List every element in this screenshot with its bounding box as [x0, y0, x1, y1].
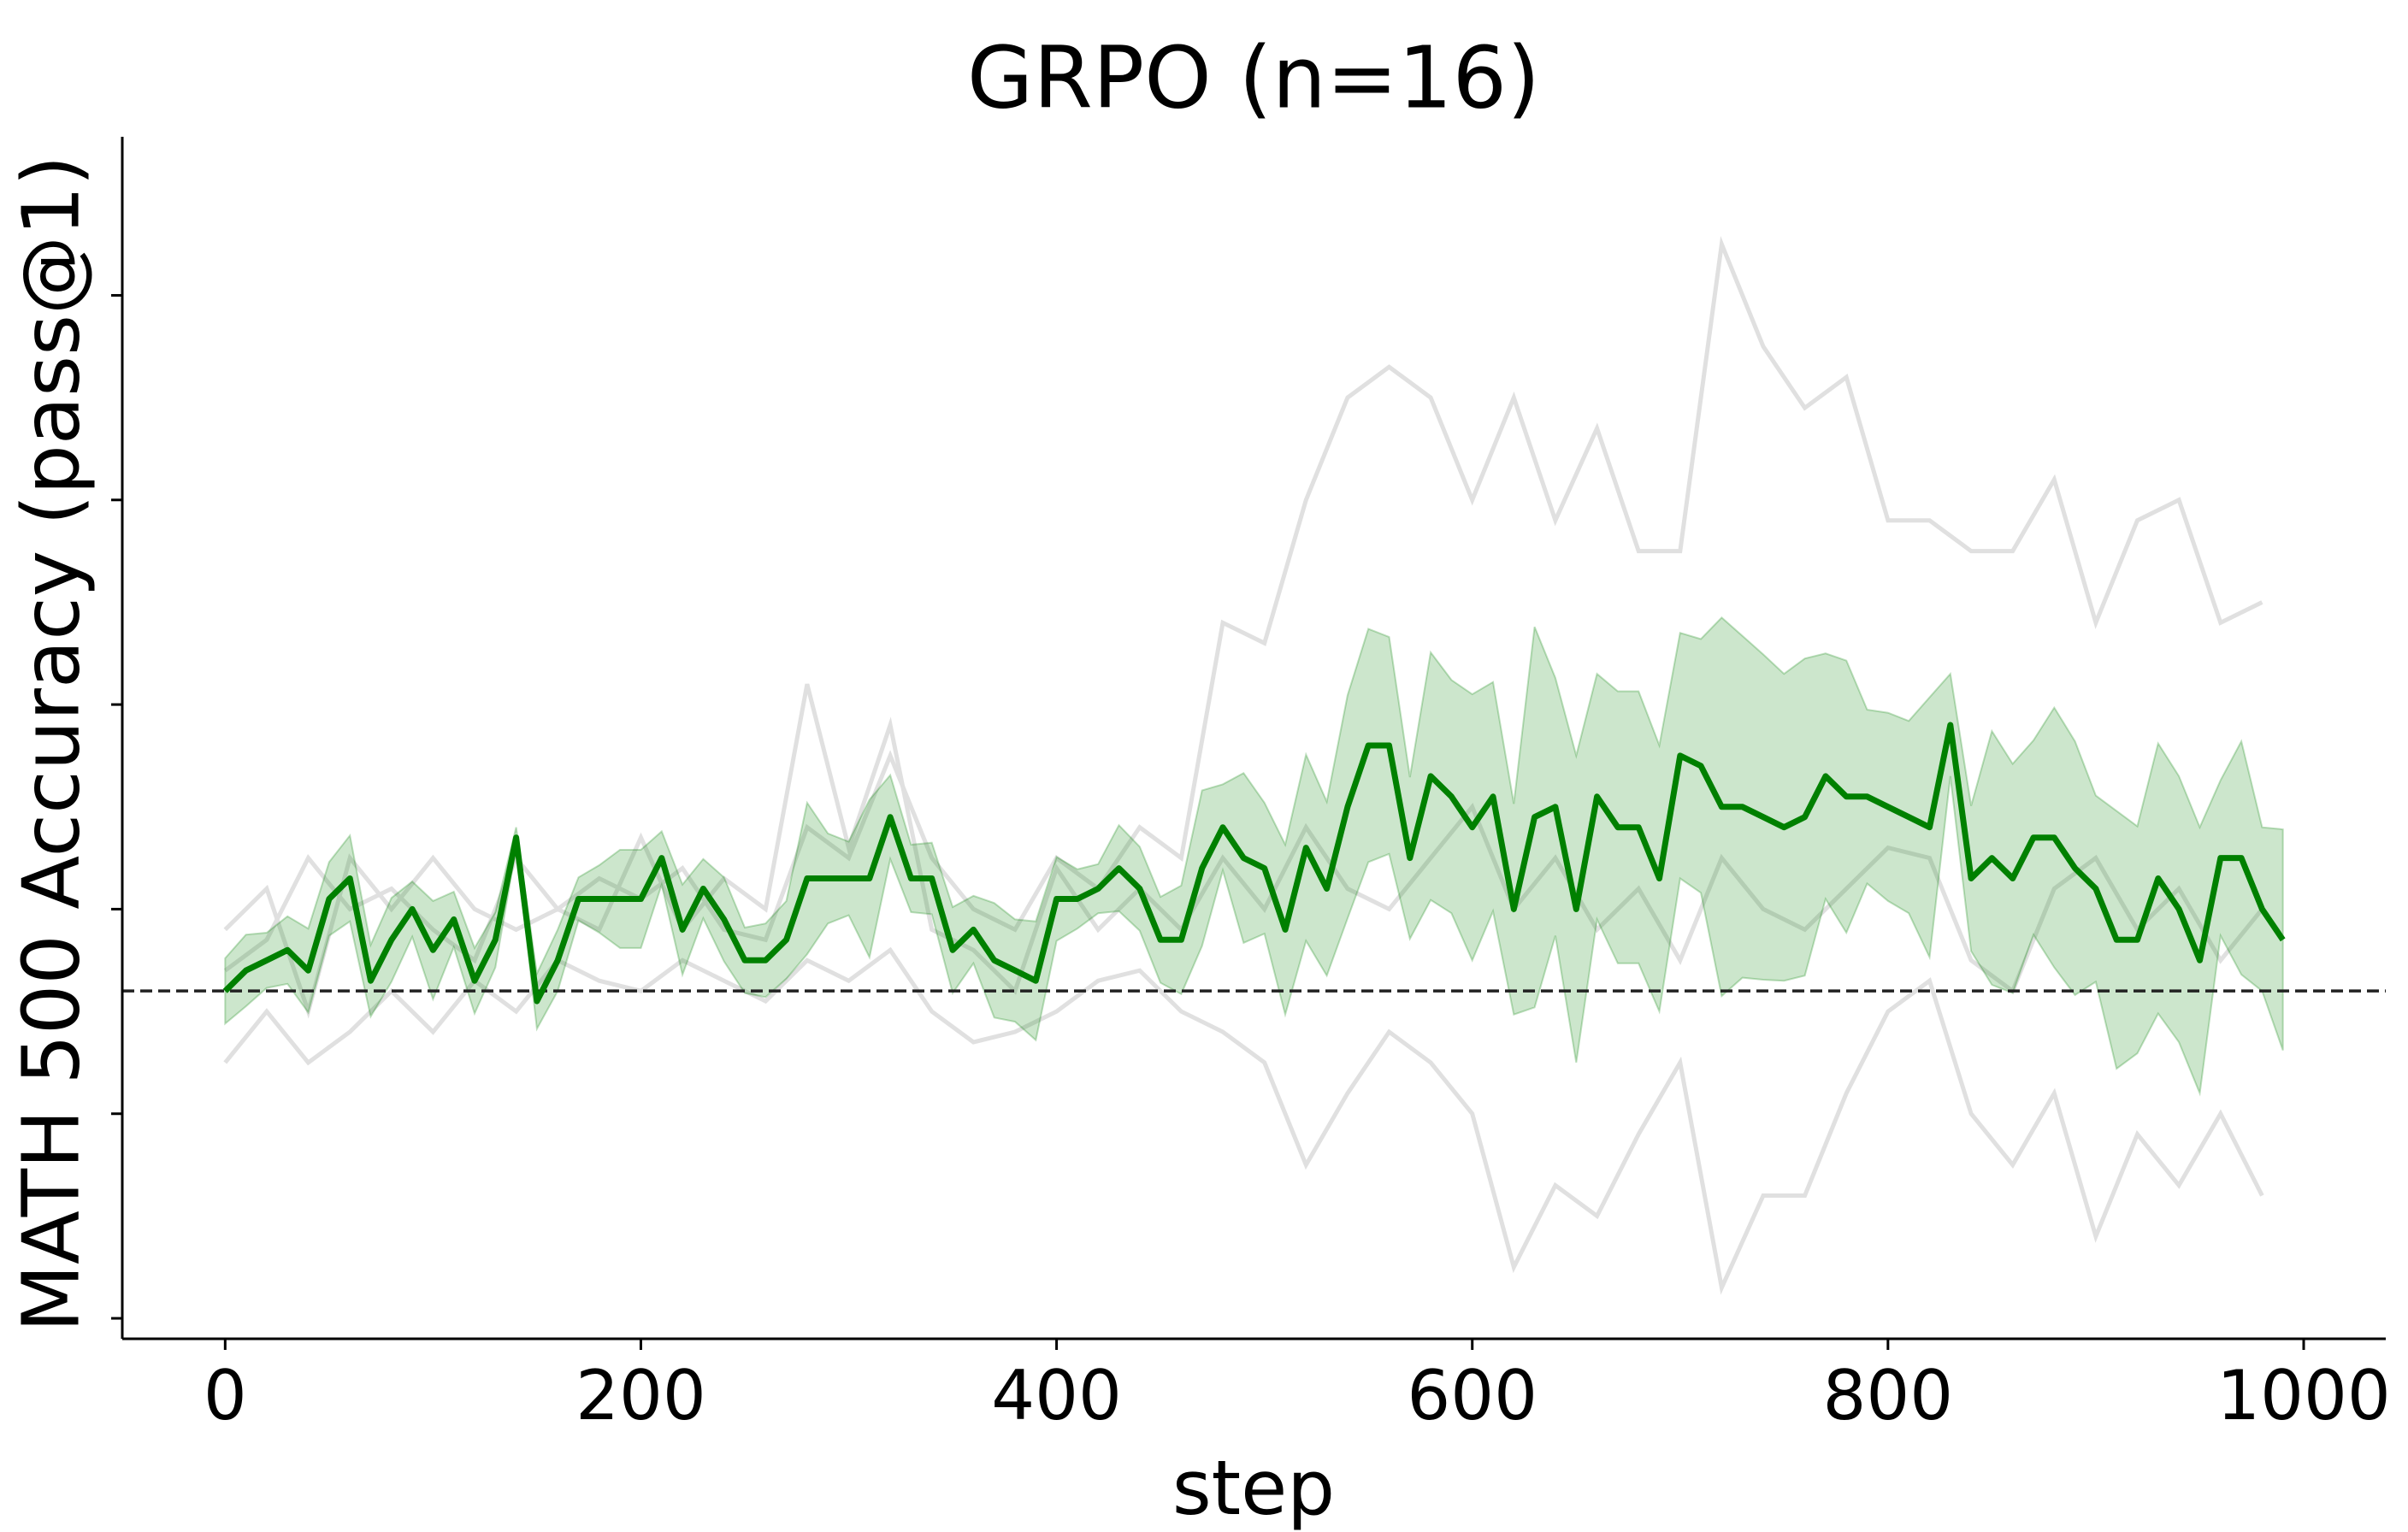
spread-band [224, 616, 2284, 1097]
y-axis-label: MATH 500 Accuracy (pass@1) [5, 156, 97, 1333]
run-line [223, 946, 2264, 1295]
x-tick-label: 200 [575, 1356, 706, 1435]
x-axis-label: step [1172, 1444, 1335, 1532]
x-tick-label: 1000 [2216, 1356, 2391, 1435]
x-tick-label: 400 [991, 1356, 1122, 1435]
chart-title: GRPO (n=16) [967, 27, 1540, 127]
x-tick-label: 0 [204, 1356, 247, 1435]
x-tick-label: 600 [1407, 1356, 1537, 1435]
run-line [223, 683, 2264, 1019]
run-line [223, 235, 2263, 973]
x-tick-label: 800 [1823, 1356, 1954, 1435]
mean-line [222, 722, 2286, 1005]
